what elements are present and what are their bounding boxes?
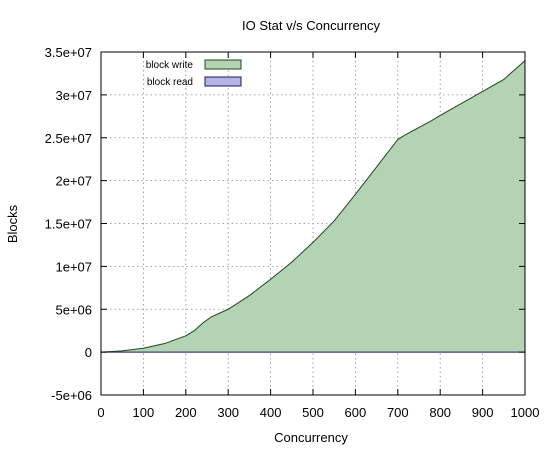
x-tick-label: 800 bbox=[429, 405, 451, 420]
y-tick-label: 3e+07 bbox=[55, 88, 92, 103]
y-tick-label: 5e+06 bbox=[55, 302, 92, 317]
x-tick-label: 0 bbox=[97, 405, 104, 420]
y-tick-label: 3.5e+07 bbox=[45, 45, 92, 60]
x-tick-label: 1000 bbox=[511, 405, 540, 420]
legend-swatch-0 bbox=[204, 59, 242, 70]
y-tick-label: 0 bbox=[85, 345, 92, 360]
series-area-0 bbox=[101, 60, 525, 353]
x-tick-label: 300 bbox=[217, 405, 239, 420]
y-tick-label: 2e+07 bbox=[55, 174, 92, 189]
x-tick-label: 900 bbox=[472, 405, 494, 420]
x-tick-label: 600 bbox=[345, 405, 367, 420]
plot-area bbox=[100, 60, 526, 353]
legend-label-0: block write bbox=[146, 60, 194, 71]
y-tick-label: -5e+06 bbox=[51, 388, 92, 403]
axis-ticks: 0 100 200 300 400 500 600 700 800 900 1000 -5e+06 0 5… bbox=[45, 45, 540, 420]
legend: block write block read bbox=[146, 59, 242, 88]
series-line-0 bbox=[100, 60, 526, 353]
y-tick-label: 2.5e+07 bbox=[45, 131, 92, 146]
x-tick-label: 200 bbox=[175, 405, 197, 420]
x-axis-label: Concurrency bbox=[274, 430, 348, 445]
chart-title: IO Stat v/s Concurrency bbox=[242, 18, 380, 33]
x-tick-label: 700 bbox=[387, 405, 409, 420]
y-tick-label: 1e+07 bbox=[55, 259, 92, 274]
x-tick-label: 100 bbox=[133, 405, 155, 420]
legend-swatch-1 bbox=[204, 76, 242, 87]
y-tick-label: 1.5e+07 bbox=[45, 217, 92, 232]
x-tick-label: 400 bbox=[260, 405, 282, 420]
x-tick-label: 500 bbox=[302, 405, 324, 420]
legend-label-1: block read bbox=[147, 77, 193, 88]
y-axis-label: Blocks bbox=[5, 204, 20, 243]
